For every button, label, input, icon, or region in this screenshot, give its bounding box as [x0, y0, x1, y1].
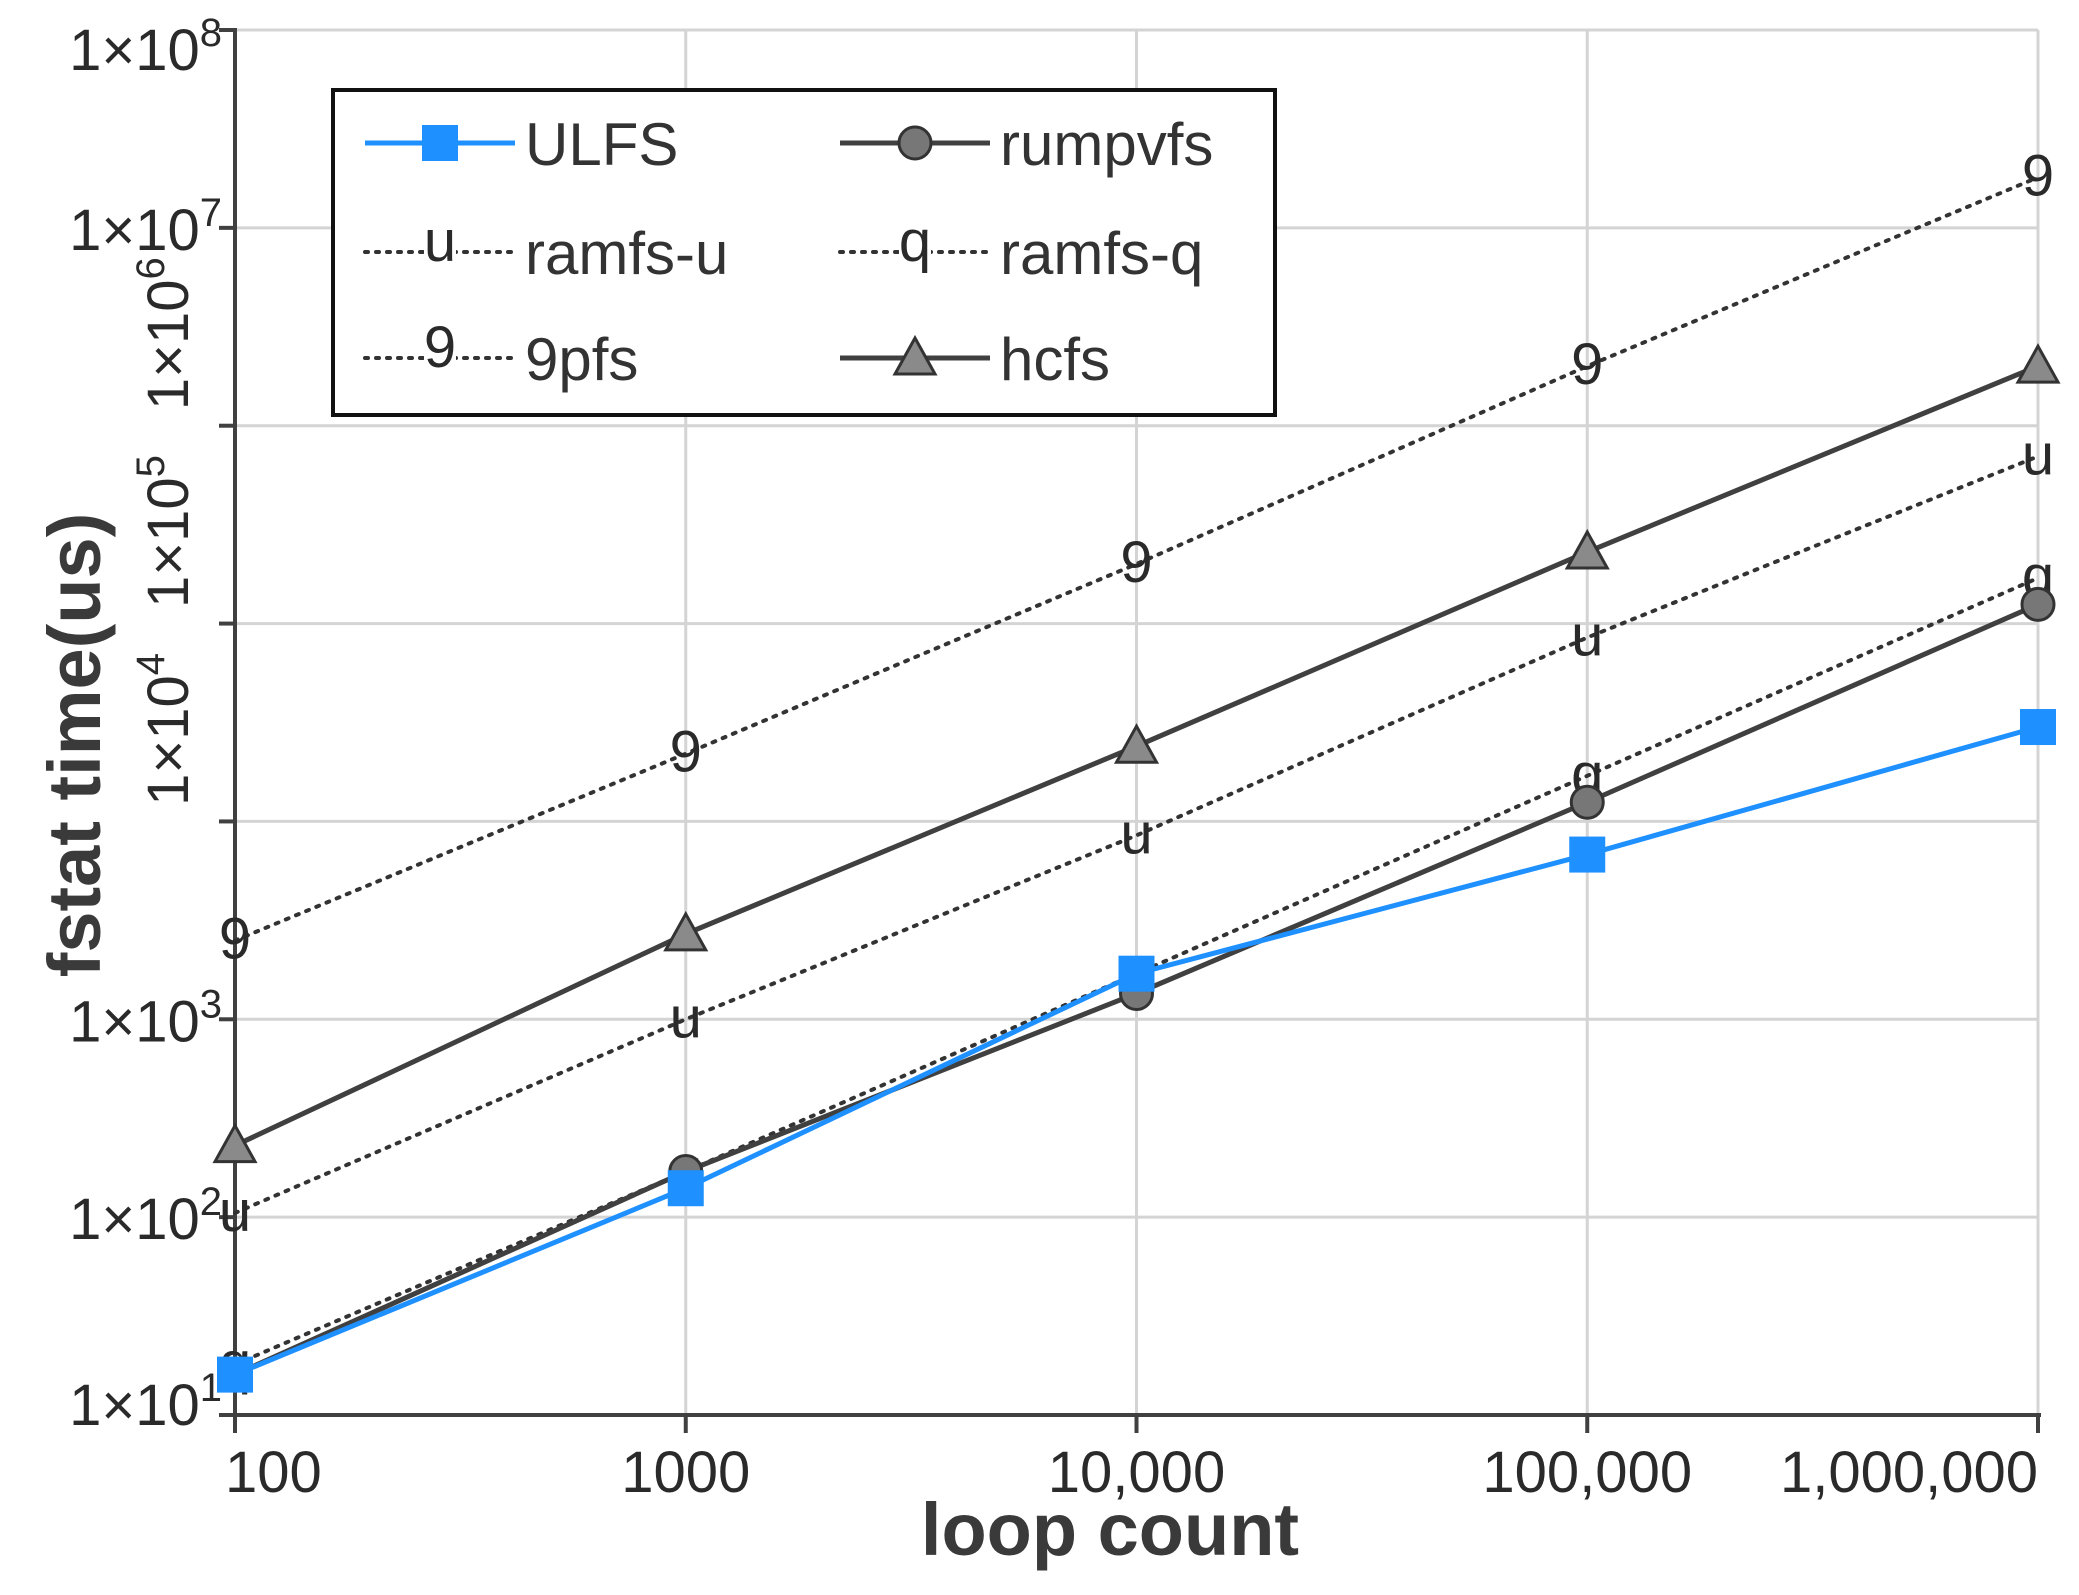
y-tick-label: 1×106 — [129, 257, 201, 410]
data-point-triangle — [212, 1122, 258, 1164]
data-point-letter: 9 — [1120, 530, 1152, 595]
y-tick-label: 1×107 — [69, 191, 222, 263]
legend-letter-bg — [899, 228, 931, 268]
data-point-triangle — [892, 334, 938, 376]
x-tick-label: 100,000 — [1482, 1440, 1692, 1505]
data-point-letter: u — [1571, 604, 1603, 669]
legend-letter-bg — [424, 334, 456, 374]
data-point-triangle — [2015, 343, 2061, 384]
legend-label: rumpvfs — [1000, 111, 1213, 178]
data-point-letter: 9 — [424, 315, 456, 380]
data-point-letter: u — [670, 985, 702, 1050]
data-point-square — [1118, 955, 1155, 992]
data-point-triangle — [1564, 528, 1610, 570]
series-hcfs — [212, 343, 2061, 1164]
legend-item-ULFS: ULFS — [365, 111, 678, 178]
series-ramfs-u: u u u u u — [219, 422, 2054, 1244]
data-point-letter: 9 — [2022, 143, 2054, 208]
data-point-circle — [2020, 586, 2056, 622]
data-point-letter: u — [2022, 422, 2054, 487]
y-tick-label: 1×108 — [69, 11, 222, 83]
y-tick-label: 1×101 — [69, 1366, 222, 1438]
legend-label: ramfs-u — [525, 220, 728, 287]
legend: ULFS rumpvfs u ramfs-u q ramfs-q 9 9pfs hcfs — [331, 88, 1277, 417]
series-lines: uuuuuqqqqq99999 — [212, 143, 2061, 1395]
series-line — [233, 175, 2040, 943]
x-axis-title: loop count — [921, 1488, 1299, 1571]
legend-item-ramfs-q: q ramfs-q — [838, 209, 1203, 287]
legend-label: ULFS — [525, 111, 678, 178]
data-point-circle — [1569, 784, 1605, 820]
legend-label: ramfs-q — [1000, 220, 1203, 287]
data-point-triangle — [663, 910, 709, 952]
data-point-letter: u — [424, 209, 456, 274]
data-point-square — [2020, 709, 2056, 746]
legend-item-ramfs-u: u ramfs-u — [363, 209, 728, 287]
data-point-letter: 9 — [670, 720, 702, 785]
x-tick-label: 1000 — [621, 1440, 750, 1505]
data-point-letter: 9 — [219, 907, 251, 972]
legend-label: hcfs — [1000, 326, 1110, 393]
y-tick-label: 1×104 — [129, 653, 201, 806]
legend-item-9pfs: 9 9pfs — [363, 315, 638, 393]
x-tick-labels: 100 1000 10,000 100,000 1,000,000 — [225, 1440, 2038, 1505]
data-point-square — [1569, 836, 1606, 873]
legend-item-hcfs: hcfs — [840, 326, 1110, 393]
data-point-circle — [897, 125, 933, 161]
x-tick-label: 10,000 — [1048, 1440, 1225, 1505]
y-tick-label: 1×102 — [69, 1180, 222, 1252]
y-axis-title: fstat time(us) — [33, 513, 116, 978]
data-point-letter: 9 — [1571, 332, 1603, 397]
data-point-square — [422, 125, 458, 161]
data-point-square — [217, 1356, 253, 1393]
series-ULFS — [217, 709, 2056, 1393]
y-tick-label: 1×105 — [129, 455, 201, 608]
x-tick-label: 100 — [225, 1440, 322, 1505]
data-point-letter: q — [899, 209, 931, 274]
data-point-letter: u — [1120, 801, 1152, 866]
data-point-square — [667, 1170, 704, 1207]
data-point-letter: u — [219, 1179, 251, 1244]
series-9pfs: 9 9 9 9 9 — [219, 143, 2054, 971]
legend-item-rumpvfs: rumpvfs — [840, 111, 1213, 178]
x-tick-label: 1,000,000 — [1780, 1440, 2038, 1505]
legend-letter-bg — [424, 228, 456, 268]
axes — [219, 28, 2041, 1433]
y-tick-label: 1×103 — [69, 982, 222, 1054]
series-line — [233, 454, 2040, 1215]
data-point-triangle — [1113, 723, 1160, 764]
legend-label: 9pfs — [525, 326, 638, 393]
